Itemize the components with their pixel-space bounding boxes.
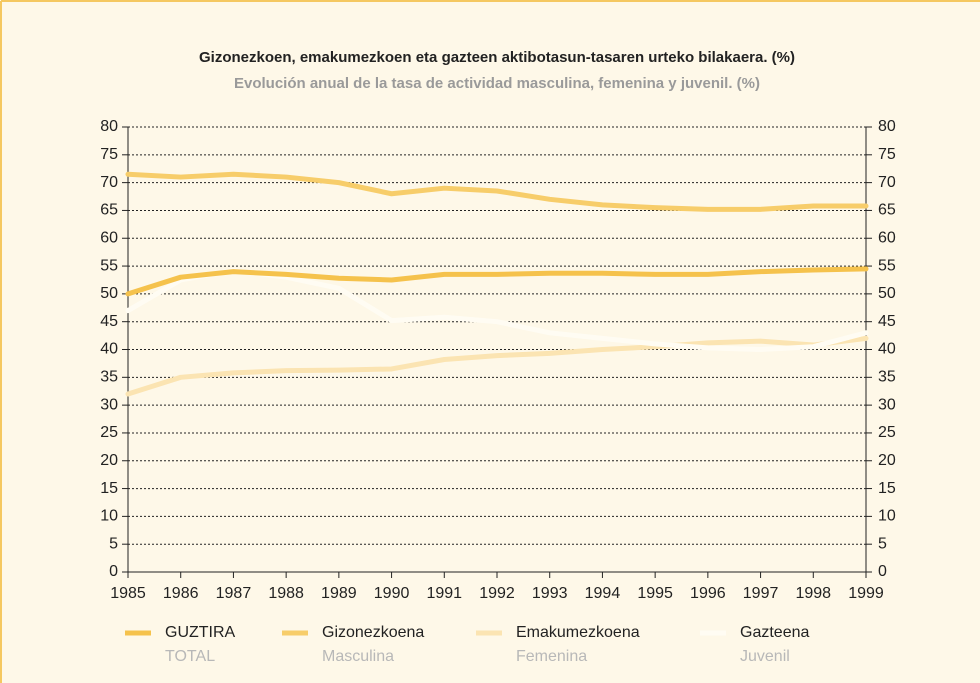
y2-tick-label: 10 [878,508,896,525]
y-tick-label: 35 [100,369,118,386]
y-tick-label: 45 [100,313,118,330]
y-tick-label: 60 [100,229,118,246]
y-tick-label: 25 [100,424,118,441]
series-line [125,266,869,297]
y2-tick-label: 30 [878,396,896,413]
y-tick-label: 50 [100,285,118,302]
legend-translation: Masculina [322,648,394,665]
y2-tick-label: 15 [878,480,896,497]
y-tick-label: 75 [100,146,118,163]
chart-subtitle: Evolución anual de la tasa de actividad … [234,75,760,92]
x-tick-label: 1993 [532,585,568,602]
legend-translation: TOTAL [165,648,215,665]
legend-label: Gizonezkoena [322,624,424,641]
y2-tick-label: 75 [878,146,896,163]
legend-label: Gazteena [740,624,809,641]
y-tick-label: 20 [100,452,118,469]
chart-title: Gizonezkoen, emakumezkoen eta gazteen ak… [199,49,795,66]
x-tick-label: 1988 [268,585,304,602]
y2-tick-label: 80 [878,118,896,135]
x-tick-label: 1991 [426,585,462,602]
x-tick-label: 1992 [479,585,515,602]
y2-tick-label: 5 [878,535,887,552]
x-tick-label: 1995 [637,585,673,602]
x-tick-label: 1997 [743,585,779,602]
y-tick-label: 55 [100,257,118,274]
x-tick-label: 1989 [321,585,357,602]
legend-translation: Juvenil [740,648,790,665]
x-tick-label: 1987 [216,585,252,602]
y-tick-label: 70 [100,174,118,191]
x-tick-label: 1990 [374,585,410,602]
y-tick-label: 5 [109,535,118,552]
y-tick-label: 15 [100,480,118,497]
y-tick-label: 30 [100,396,118,413]
y2-tick-label: 35 [878,369,896,386]
y2-tick-label: 25 [878,424,896,441]
y-tick-label: 65 [100,202,118,219]
x-tick-label: 1999 [848,585,884,602]
series-line [125,335,869,397]
x-tick-label: 1985 [110,585,146,602]
x-tick-label: 1996 [690,585,726,602]
y2-tick-label: 20 [878,452,896,469]
y2-tick-label: 40 [878,341,896,358]
y2-tick-label: 65 [878,202,896,219]
series-line [125,171,869,212]
x-tick-label: 1994 [585,585,621,602]
y2-tick-label: 0 [878,563,887,580]
y2-tick-label: 50 [878,285,896,302]
legend-label: Emakumezkoena [516,624,640,641]
x-tick-label: 1986 [163,585,199,602]
y2-tick-label: 55 [878,257,896,274]
y-tick-label: 10 [100,508,118,525]
legend-label: GUZTIRA [165,624,236,641]
y-tick-label: 0 [109,563,118,580]
y2-tick-label: 45 [878,313,896,330]
y-tick-label: 80 [100,118,118,135]
x-tick-label: 1998 [795,585,831,602]
y2-tick-label: 70 [878,174,896,191]
y-tick-label: 40 [100,341,118,358]
y2-tick-label: 60 [878,229,896,246]
legend-translation: Femenina [516,648,587,665]
